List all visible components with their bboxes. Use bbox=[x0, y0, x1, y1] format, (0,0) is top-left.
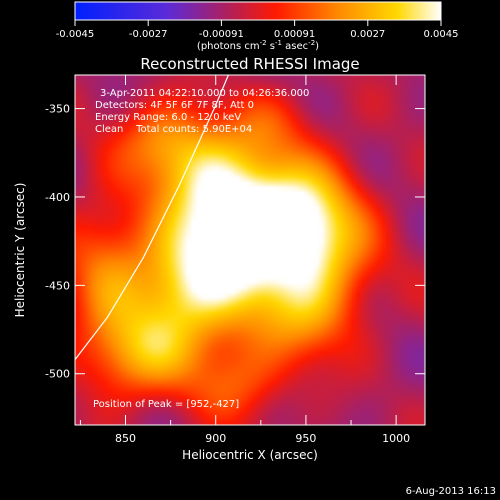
colorbar-tick-label: 0.0027 bbox=[350, 29, 385, 40]
plot-frame bbox=[74, 74, 426, 426]
colorbar-tick-label: 0.00091 bbox=[274, 29, 315, 40]
annotation-energy: Energy Range: 6.0 - 12.0 keV bbox=[95, 112, 241, 123]
x-tick-label: 850 bbox=[115, 432, 136, 445]
x-tick-label: 900 bbox=[205, 432, 226, 445]
colorbar-ticks: -0.0045 -0.0027 -0.00091 0.00091 0.0027 0.004… bbox=[56, 20, 459, 40]
colorbar-tick-label: -0.0045 bbox=[56, 29, 95, 40]
colorbar-tick-label: -0.0027 bbox=[129, 29, 168, 40]
date-stamp: 6-Aug-2013 16:13 bbox=[406, 486, 496, 497]
colorbar-tick-label: 0.0045 bbox=[424, 29, 459, 40]
annotation-clean: Clean Total counts: 5.90E+04 bbox=[95, 124, 252, 135]
annotation-peak: Position of Peak = [952,-427] bbox=[93, 399, 239, 410]
annotation-detectors: Detectors: 4F 5F 6F 7F 8F, Att 0 bbox=[95, 100, 254, 111]
colorbar-tick-label: -0.00091 bbox=[199, 29, 244, 40]
y-tick-label: -400 bbox=[45, 191, 70, 204]
x-axis-ticks: 850 900 950 1000 bbox=[79, 75, 410, 445]
solar-limb-curve bbox=[75, 75, 229, 360]
y-tick-label: -350 bbox=[45, 103, 70, 116]
heatmap-image bbox=[75, 75, 425, 425]
colorbar-unit: (photons cm-2 s-1 asec-2) bbox=[197, 39, 319, 52]
chart-title: Reconstructed RHESSI Image bbox=[140, 55, 359, 73]
x-tick-label: 950 bbox=[295, 432, 316, 445]
x-tick-label: 1000 bbox=[382, 432, 410, 445]
annotation-time: 3-Apr-2011 04:22:10.000 to 04:26:36.000 bbox=[100, 88, 309, 99]
y-tick-label: -500 bbox=[45, 368, 70, 381]
y-tick-label: -450 bbox=[45, 279, 70, 292]
y-axis-ticks: -350 -400 -450 -500 bbox=[45, 103, 425, 381]
colorbar bbox=[74, 1, 442, 21]
x-axis-label: Heliocentric X (arcsec) bbox=[182, 448, 318, 462]
y-axis-label: Heliocentric Y (arcsec) bbox=[13, 183, 27, 318]
